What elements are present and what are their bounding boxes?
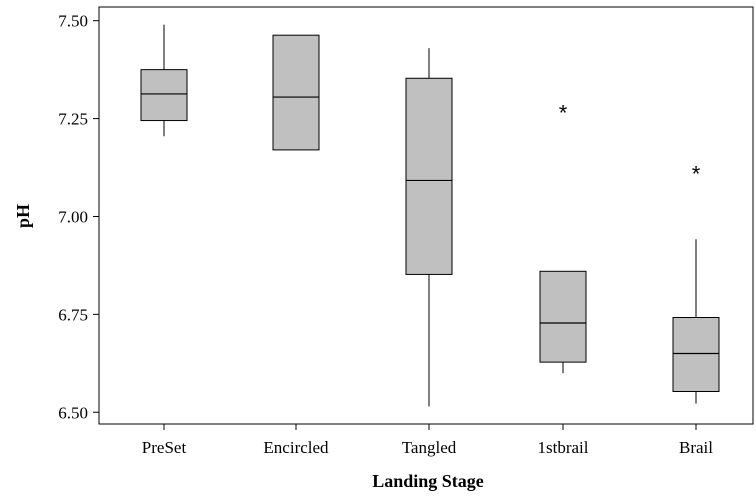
y-axis: 6.50 6.75 7.00 7.25 7.50 — [58, 12, 99, 422]
iqr-box — [539, 270, 587, 363]
x-tick-label: 1stbrail — [538, 438, 589, 457]
iqr-box — [272, 34, 320, 151]
boxes-layer: ** — [140, 24, 720, 407]
box-preset — [140, 24, 188, 137]
iqr-box — [672, 316, 720, 393]
box-1stbrail: * — [539, 101, 587, 374]
y-tick-label: 7.50 — [58, 12, 88, 31]
x-axis: PreSet Encircled Tangled 1stbrail Brail — [142, 424, 713, 457]
iqr-box — [140, 69, 188, 122]
x-axis-title: Landing Stage — [372, 471, 484, 491]
y-tick-label: 7.25 — [58, 110, 88, 129]
y-tick-label: 7.00 — [58, 207, 88, 226]
outlier-marker: * — [559, 101, 568, 126]
box-encircled — [272, 34, 320, 151]
x-tick-label: Tangled — [402, 438, 457, 457]
outlier-marker: * — [692, 162, 701, 187]
y-tick-label: 6.75 — [58, 305, 88, 324]
x-tick-label: Encircled — [263, 438, 329, 457]
iqr-box — [405, 77, 453, 275]
box-tangled — [405, 48, 453, 407]
x-tick-label: PreSet — [142, 438, 187, 457]
box-brail: * — [672, 162, 720, 404]
y-axis-title: pH — [13, 204, 33, 228]
y-tick-label: 6.50 — [58, 403, 88, 422]
plot-frame — [98, 6, 754, 425]
x-tick-label: Brail — [679, 438, 713, 457]
